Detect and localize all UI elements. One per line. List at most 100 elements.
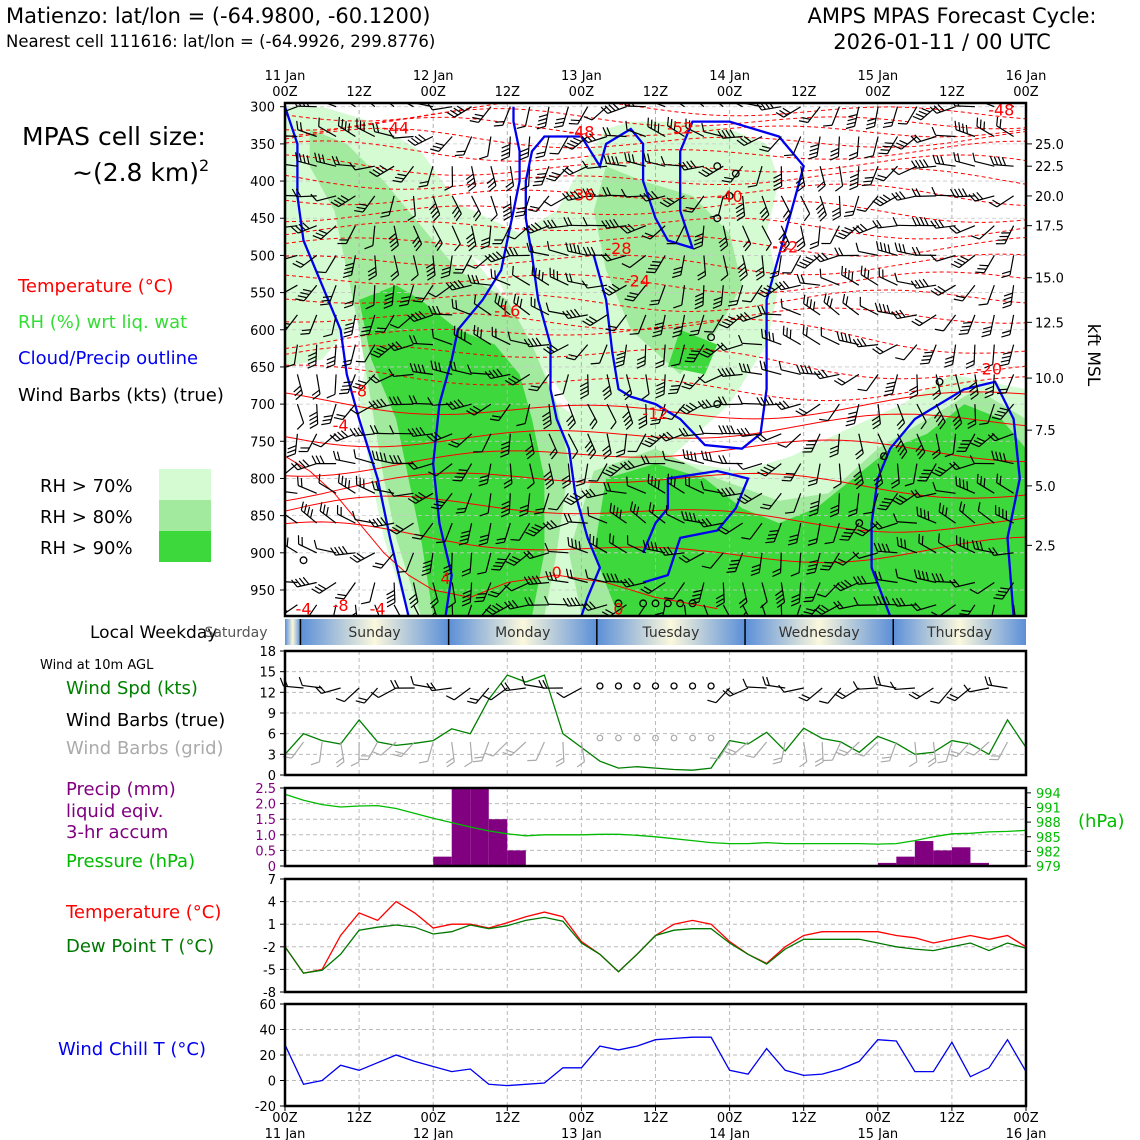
barb-flag [639,193,647,202]
wind-barb [736,135,763,147]
barb-flag [317,92,324,101]
barb-flag [581,603,589,611]
wind-barb [388,522,414,535]
barb-flag [321,94,328,103]
weekday-name: Monday [495,625,550,641]
barb-flag [542,411,551,418]
barb-flag [673,266,683,271]
barb-flag [701,169,710,175]
barb-flag [388,488,395,497]
barb-flag [949,462,957,470]
wind-barb [814,604,840,615]
wind-barb [339,374,356,395]
wind-barb [581,601,608,611]
barb-flag [505,185,514,192]
barb-flag [378,88,386,97]
barb-flag [589,533,591,543]
wind-barb [685,118,705,138]
temperature-contour [285,200,1026,223]
calm-circle [651,599,660,608]
barb-flag [623,389,631,397]
barb-flag [772,332,775,342]
barb-flag [602,126,608,136]
barb-flag [834,247,840,256]
temperature-label: -4 [296,600,312,619]
barb-flag [725,367,732,376]
barb-flag [834,560,844,566]
barb-flag [760,210,768,218]
xsec-frame [283,101,1028,618]
wind-barb [473,433,492,453]
barb-flag [359,758,369,761]
wind-barb [620,460,646,471]
barb-flag [546,521,554,529]
barb-flag [930,220,937,229]
wind-barb [807,522,821,546]
barb-staff [718,741,731,760]
wind-barb [845,403,860,427]
barb-flag [513,293,517,303]
barb-staff [393,604,404,616]
barb-flag [582,246,588,256]
barb-flag [390,679,396,689]
barb-flag [451,298,454,308]
wind-barb [933,403,946,430]
barb-flag [713,300,722,305]
barb-flag [969,455,975,464]
barb-flag [395,750,405,755]
barb-staff [606,194,627,197]
surface-wind-barb-grid [359,741,379,761]
barb-flag [456,105,466,112]
barb-flag [910,603,918,611]
barb-staff [548,249,569,256]
barb-flag [808,151,818,156]
barb-staff [724,103,743,108]
barb-flag [523,576,530,585]
barb-flag [795,236,804,244]
barb-flag [950,263,960,269]
barb-flag [553,125,563,129]
wind-barb [875,241,898,256]
wind-barb [581,160,608,169]
surface-wind-barb-true [908,687,934,700]
barb-flag [302,222,310,230]
barb-staff [793,493,802,513]
barb-flag [295,260,305,266]
barb-flag [830,147,840,153]
barb-flag [466,410,475,416]
barb-staff [979,225,995,240]
barb-staff [556,492,569,511]
barb-flag [380,517,387,525]
wind-barb [845,106,860,130]
barb-flag [663,199,672,206]
barb-flag [742,678,748,688]
barb-flag [349,428,356,437]
barb-staff [938,604,956,616]
barb-flag [484,255,492,263]
wind-barb [718,225,729,252]
barb-flag [495,541,505,545]
surface-wind-barb-true [984,676,1008,689]
wind-barb [319,502,337,524]
barb-flag [627,223,636,231]
barb-flag [566,142,576,148]
barb-staff [511,581,530,592]
wind-barb [388,368,414,378]
surface-wind-barb-true [482,687,508,701]
barb-flag [379,164,388,171]
barb-flag [586,188,592,197]
barb-flag [335,156,341,166]
temperature-label: -36 [568,185,594,204]
wind-barb [549,136,569,155]
temperature-contour [285,345,1026,380]
barb-flag [343,330,353,334]
barb-flag [501,151,510,157]
barb-flag [518,512,528,517]
barb-flag [486,177,495,185]
surface-wind-barb-true [298,676,323,689]
barb-flag [760,469,769,474]
barb-flag [508,558,518,564]
barb-flag [497,295,501,305]
cloud-outline [432,106,521,616]
barb-flag [516,125,526,130]
